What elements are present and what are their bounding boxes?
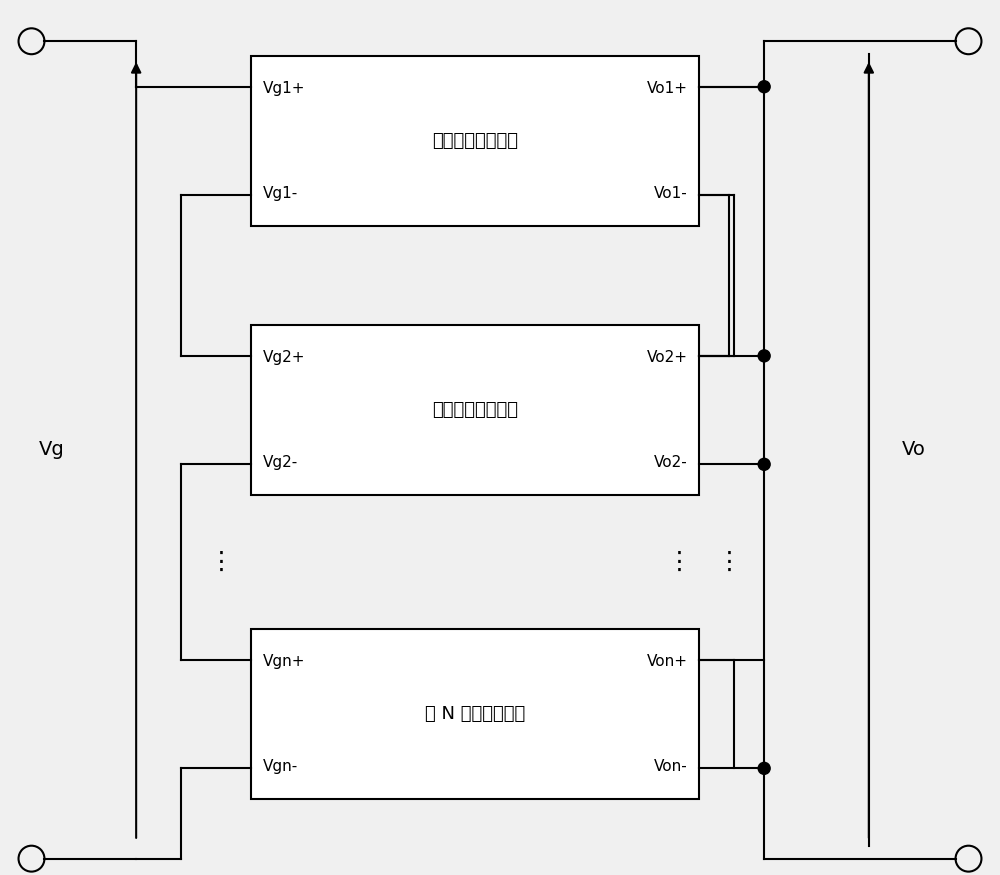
Text: Vg2+: Vg2+ (263, 350, 305, 365)
Text: Vg1-: Vg1- (263, 186, 298, 200)
Text: Vo: Vo (902, 440, 926, 459)
Text: 第一功率转换模块: 第一功率转换模块 (432, 132, 518, 150)
Circle shape (758, 762, 770, 774)
Text: ⋮: ⋮ (208, 550, 233, 574)
Text: Vg1+: Vg1+ (263, 81, 305, 96)
Text: Vo2-: Vo2- (654, 455, 687, 470)
Text: 第二功率转换模块: 第二功率转换模块 (432, 401, 518, 419)
FancyBboxPatch shape (251, 629, 699, 799)
Text: Vgn+: Vgn+ (263, 654, 305, 669)
FancyBboxPatch shape (251, 326, 699, 495)
Text: ⋮: ⋮ (667, 550, 692, 574)
Text: 第 N 功率转换模块: 第 N 功率转换模块 (425, 705, 525, 723)
Text: ⋮: ⋮ (717, 550, 742, 574)
Text: Von+: Von+ (646, 654, 687, 669)
Text: Vgn-: Vgn- (263, 759, 298, 774)
FancyBboxPatch shape (251, 56, 699, 226)
Circle shape (758, 458, 770, 470)
Circle shape (758, 80, 770, 93)
Text: Von-: Von- (654, 759, 687, 774)
Text: Vo2+: Vo2+ (646, 350, 687, 365)
Text: Vo1-: Vo1- (654, 186, 687, 200)
Text: Vg: Vg (39, 440, 64, 459)
Circle shape (758, 350, 770, 362)
Text: Vo1+: Vo1+ (646, 81, 687, 96)
Text: Vg2-: Vg2- (263, 455, 298, 470)
